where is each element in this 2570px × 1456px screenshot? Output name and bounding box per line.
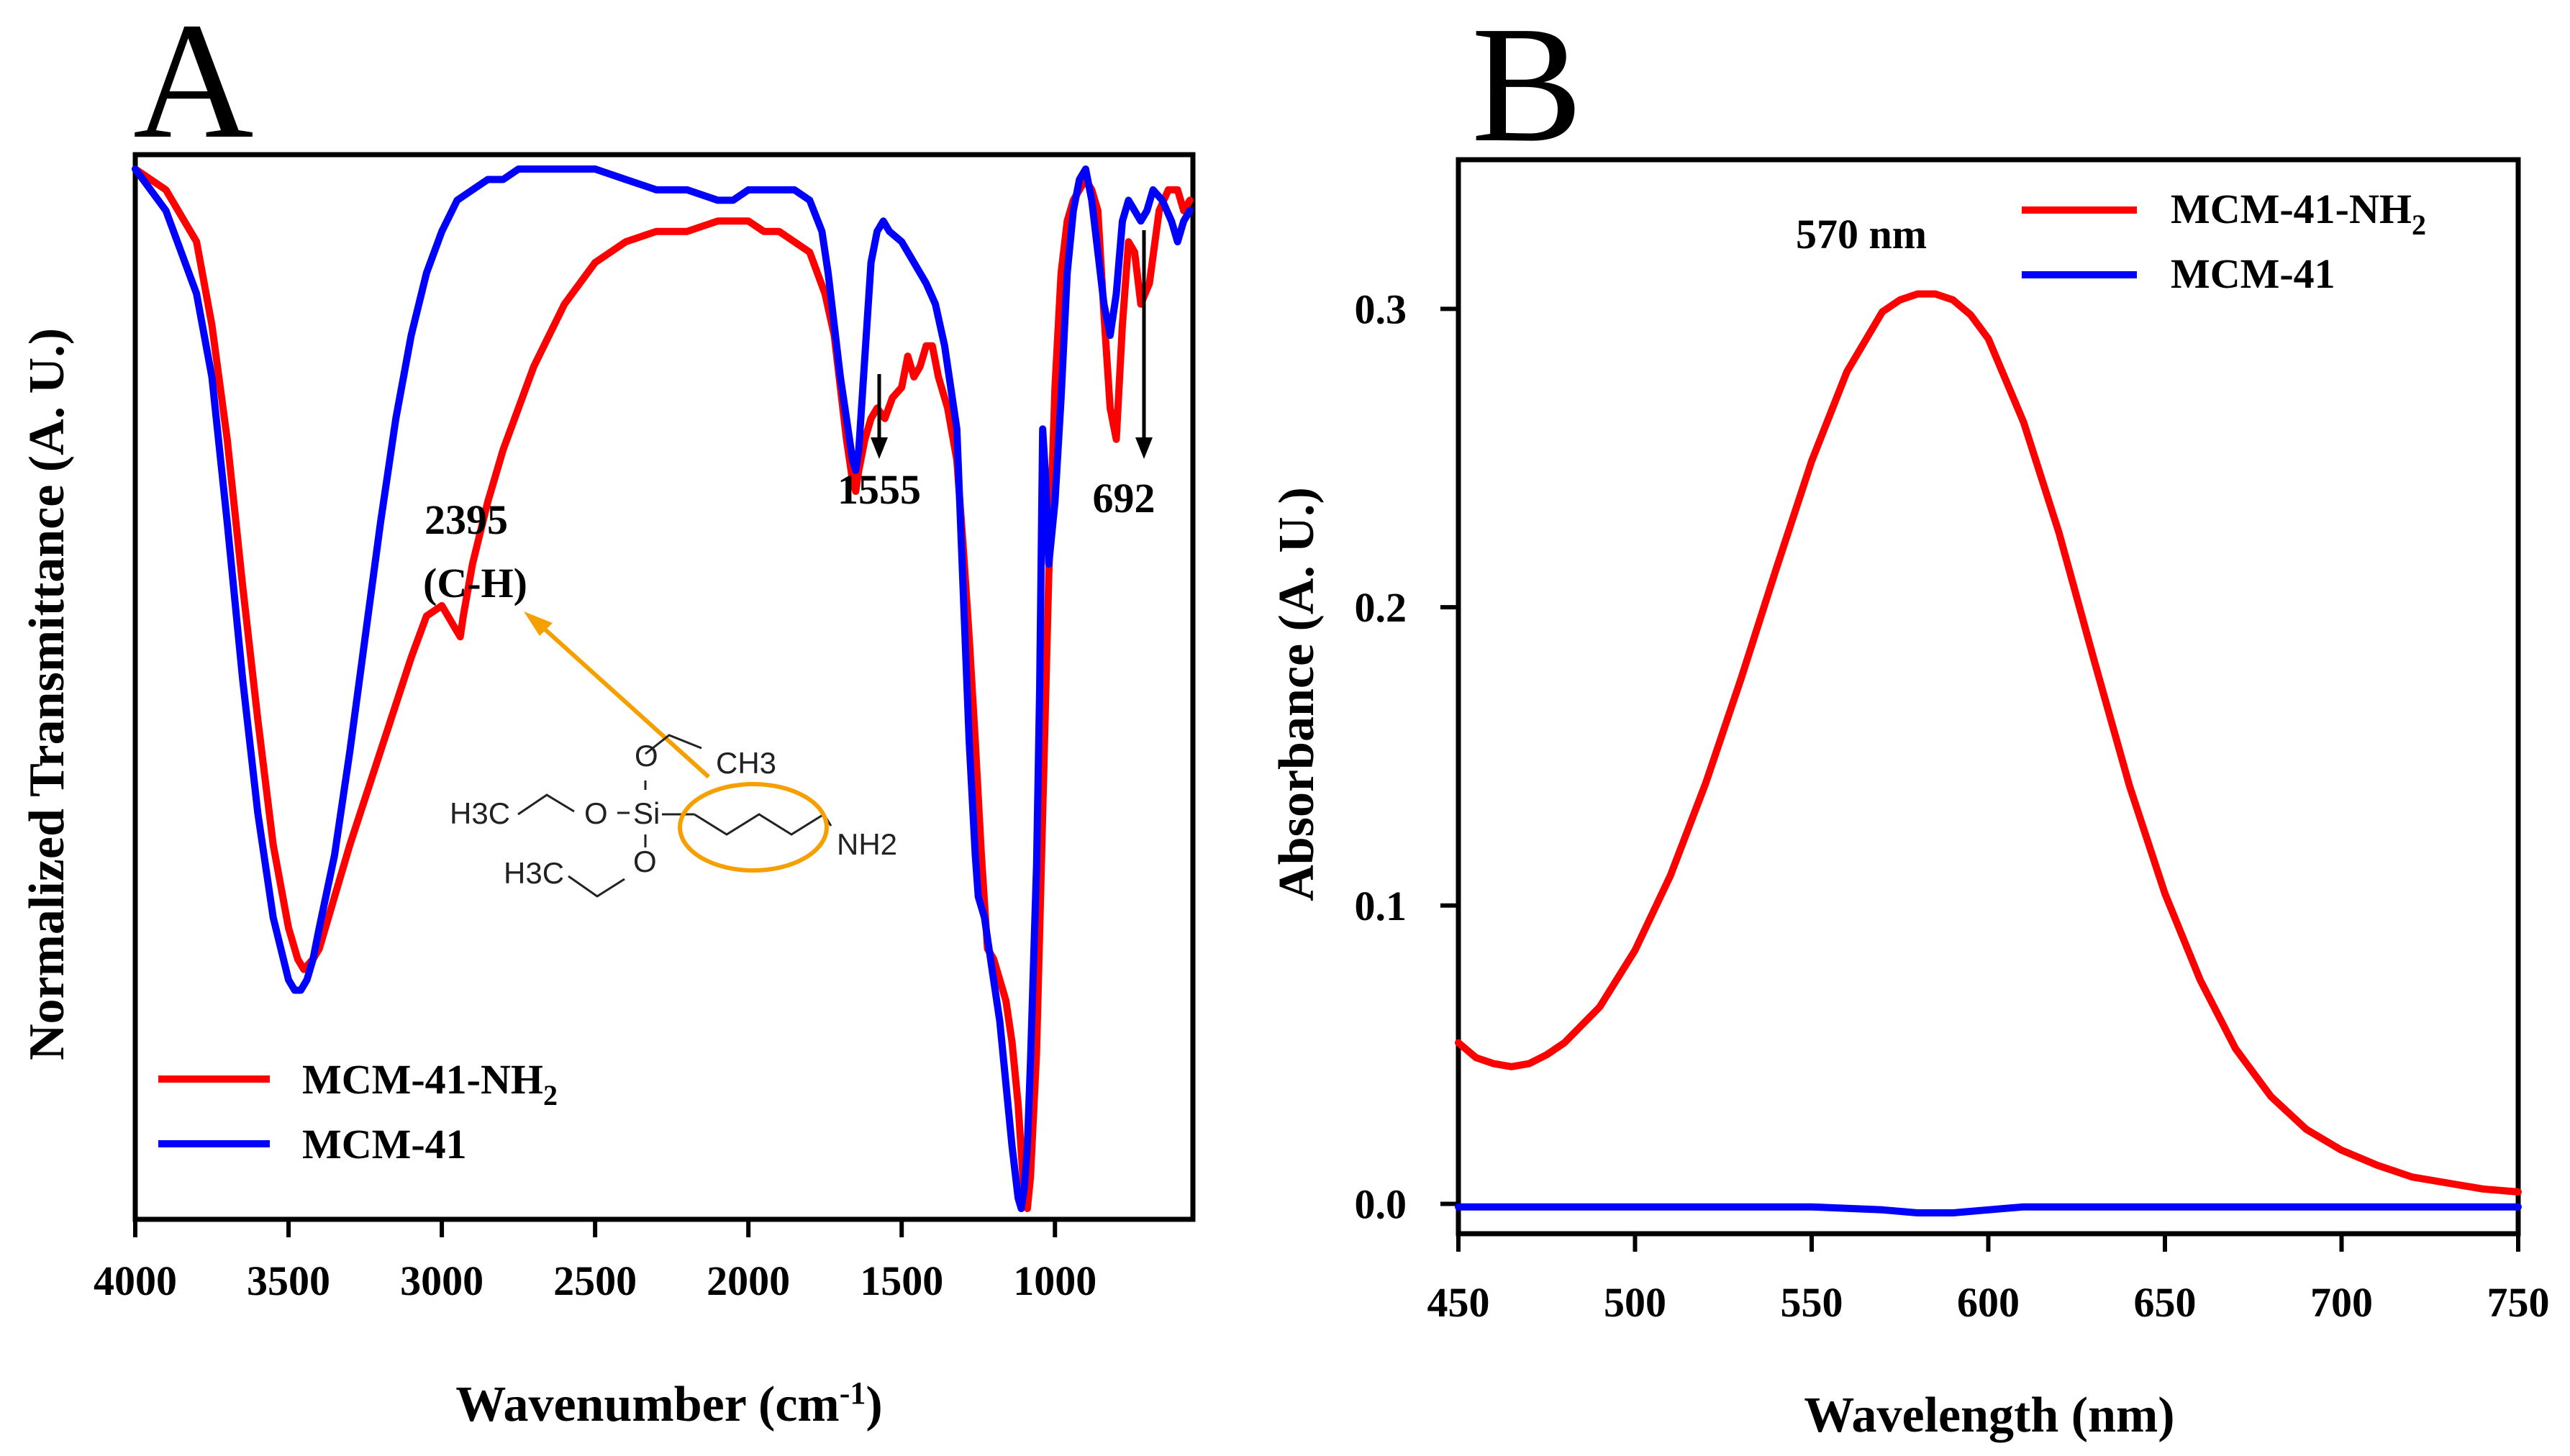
panel-a-y-axis-title: Normalized Transmittance (A. U.) [19, 328, 75, 1060]
annotation-c-h: (C-H) [423, 560, 527, 606]
circled-propyl-chain [678, 782, 829, 873]
arrow-1555 [871, 374, 888, 459]
structure-bonds [517, 734, 832, 898]
panel-b-frame [1456, 157, 2521, 1237]
panel-a: A 4000 3500 3000 2500 2000 1500 1000 Normalize… [19, 0, 1196, 1433]
panel-b-x-tick-label-600: 600 [1957, 1279, 2020, 1326]
panel-b-y-axis-title: Absorbance (A. U.) [1269, 487, 1325, 901]
arrow-692 [1135, 230, 1153, 459]
panel-a-x-tick-label-1000: 1000 [1013, 1257, 1096, 1304]
panel-b-x-ticks: 450 500 550 600 650 700 750 [1427, 1234, 2550, 1326]
panel-b-x-tick-label-700: 700 [2310, 1279, 2373, 1326]
panel-b-x-tick-label-450: 450 [1427, 1279, 1490, 1326]
structure-label-o-bottom: O [633, 845, 657, 878]
panel-a-x-ticks: 4000 3500 3000 2500 2000 1500 1000 [94, 1219, 1096, 1304]
panel-a-x-axis-title: Wavenumber (cm-1) [455, 1375, 882, 1433]
panel-a-x-tick-label-3000: 3000 [400, 1257, 483, 1304]
panel-a-x-tick-label-4000: 4000 [94, 1257, 177, 1304]
panel-b-legend: MCM-41-NH2 MCM-41 [2022, 186, 2426, 297]
panel-b-y-ticks: 0.0 0.1 0.2 0.3 [1355, 286, 1458, 1228]
panel-a-series-mcm-41-line [132, 165, 1194, 1212]
panel-a-x-tick-label-3500: 3500 [247, 1257, 330, 1304]
structure-label-o-left: O [584, 796, 608, 830]
panel-b-series-mcm-41-nh2-line [1455, 290, 2522, 1196]
panel-a-x-tick-label-2000: 2000 [707, 1257, 790, 1304]
panel-a-letter: A [133, 0, 254, 173]
annotation-2395: 2395 [424, 496, 508, 543]
annotation-692: 692 [1093, 475, 1155, 522]
panel-a-x-tick-label-1500: 1500 [860, 1257, 943, 1304]
panel-a-x-tick-label-2500: 2500 [553, 1257, 637, 1304]
panel-b-x-tick-label-550: 550 [1781, 1279, 1843, 1326]
panel-b: B 450 500 550 600 650 700 750 0.0 0.1 0.2 0.3 Abs… [1269, 0, 2550, 1443]
panel-a-legend: MCM-41-NH2 MCM-41 [158, 1056, 558, 1168]
panel-b-x-tick-label-750: 750 [2487, 1279, 2550, 1326]
structure-label-si: Si [633, 796, 660, 830]
legend-b-label-mcm-41-nh2: MCM-41-NH2 [2171, 186, 2426, 241]
panel-b-letter: B [1471, 0, 1583, 177]
structure-arrow [539, 624, 711, 779]
structure-label-ch3: CH3 [716, 746, 776, 780]
structure-arrow-head [524, 611, 553, 636]
legend-a-label-mcm-41-nh2: MCM-41-NH2 [302, 1056, 558, 1111]
panel-b-series-mcm-41-line [1455, 1203, 2522, 1216]
panel-b-y-tick-label-0.2: 0.2 [1355, 584, 1407, 631]
structure-label-h3c-top: H3C [450, 796, 510, 830]
panel-b-x-tick-label-500: 500 [1604, 1279, 1666, 1326]
legend-a-label-mcm-41: MCM-41 [302, 1121, 467, 1168]
aptes-structure: H3C O Si O CH3 O H3C NH2 [450, 611, 897, 898]
annotation-570-nm: 570 nm [1796, 211, 1927, 258]
structure-label-o-top: O [635, 739, 658, 773]
structure-label-nh2: NH2 [837, 827, 897, 861]
panel-b-y-tick-label-0.1: 0.1 [1355, 883, 1407, 929]
panel-b-y-tick-label-0.3: 0.3 [1355, 286, 1407, 332]
panel-a-frame [132, 152, 1196, 1222]
panel-b-y-tick-label-0: 0.0 [1355, 1181, 1407, 1228]
panel-b-x-tick-label-650: 650 [2134, 1279, 2197, 1326]
structure-label-h3c-bottom: H3C [504, 856, 564, 890]
annotation-1555: 1555 [837, 466, 921, 513]
panel-b-x-axis-title: Wavelength (nm) [1804, 1388, 2174, 1443]
legend-b-label-mcm-41: MCM-41 [2171, 250, 2335, 297]
